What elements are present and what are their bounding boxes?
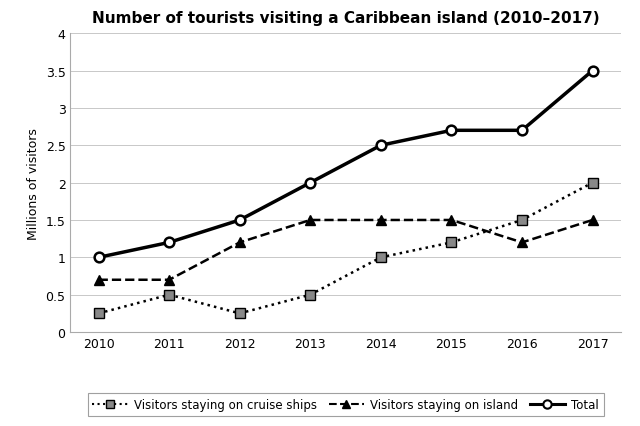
Y-axis label: Millions of visitors: Millions of visitors xyxy=(27,127,40,239)
Title: Number of tourists visiting a Caribbean island (2010–2017): Number of tourists visiting a Caribbean … xyxy=(92,11,600,26)
Legend: Visitors staying on cruise ships, Visitors staying on island, Total: Visitors staying on cruise ships, Visito… xyxy=(88,394,604,416)
